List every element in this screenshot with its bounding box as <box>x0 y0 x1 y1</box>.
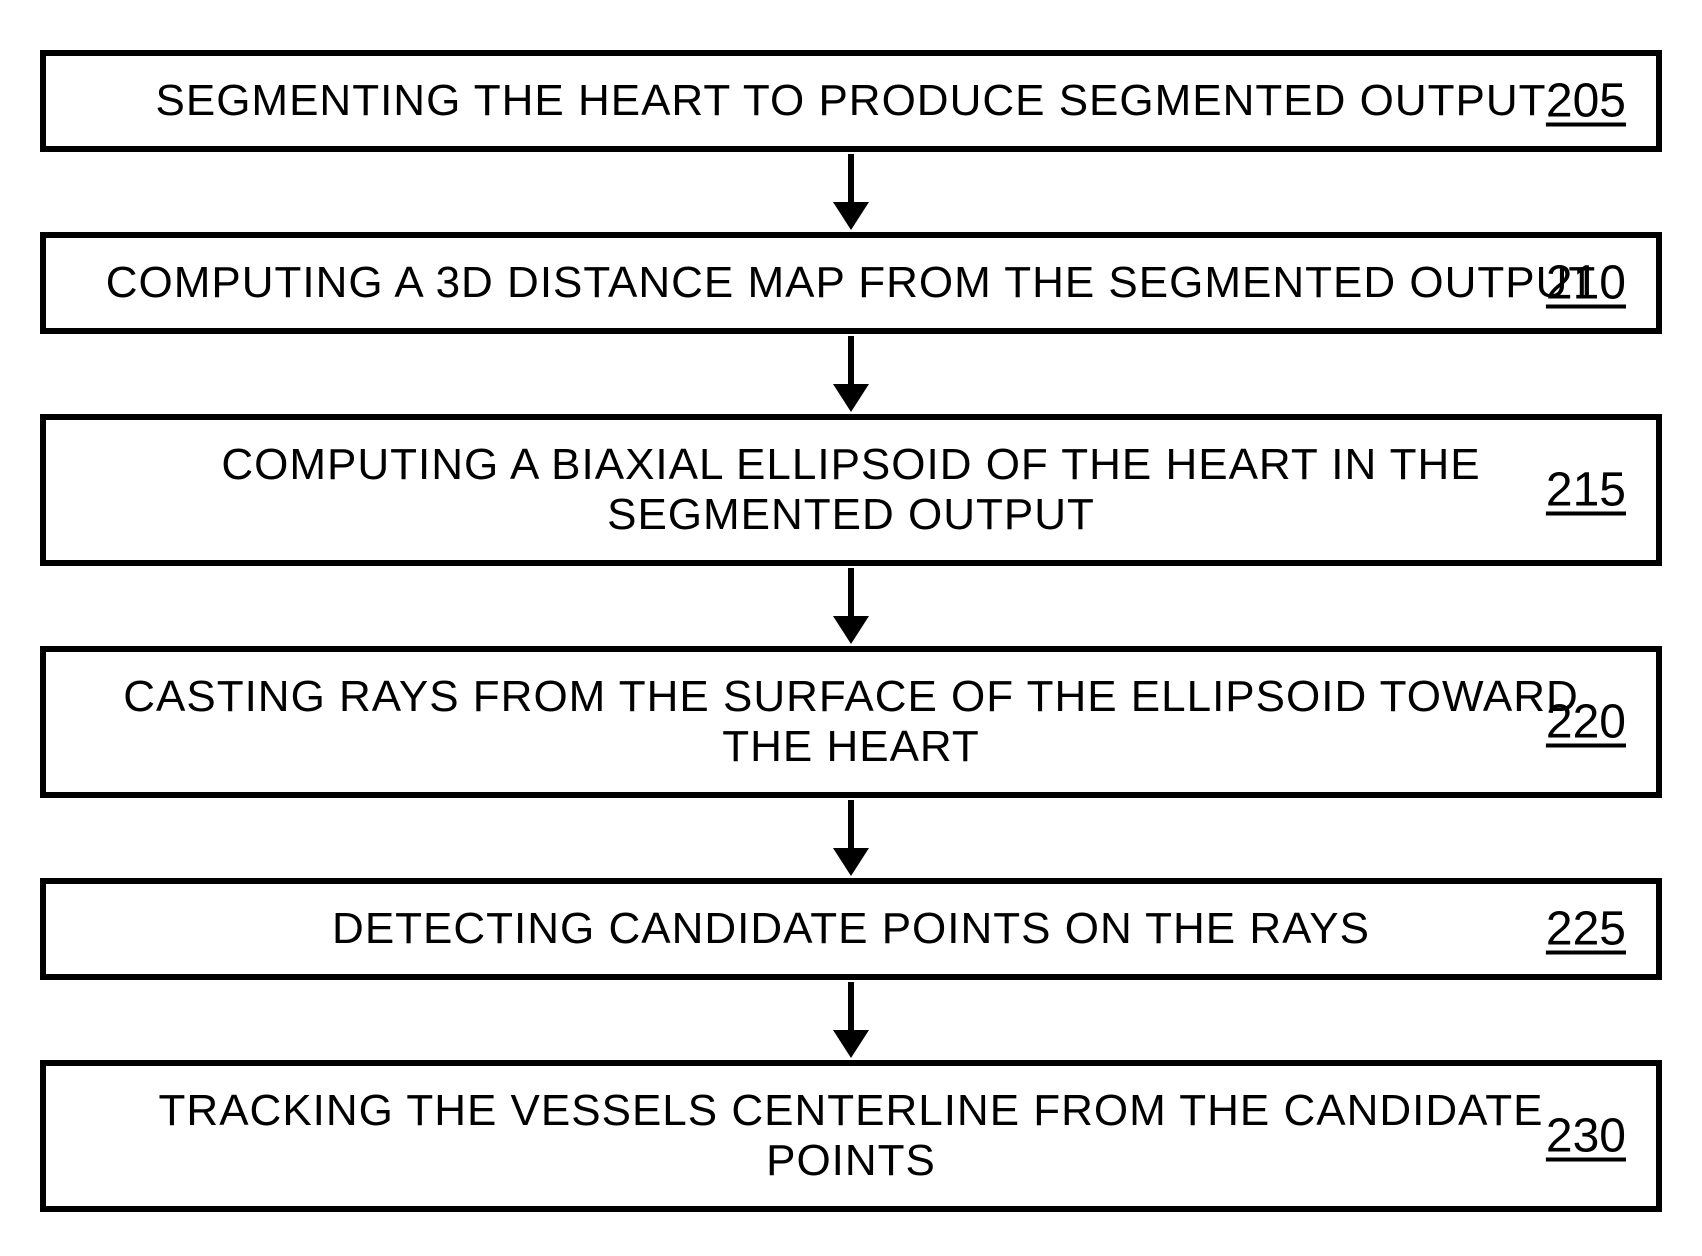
step-text: TRACKING THE VESSELS CENTERLINE FROM THE… <box>76 1086 1626 1186</box>
arrow-line <box>848 800 854 850</box>
arrow-icon <box>833 566 869 646</box>
step-text: CASTING RAYS FROM THE SURFACE OF THE ELL… <box>76 672 1626 772</box>
step-box-215: COMPUTING A BIAXIAL ELLIPSOID OF THE HEA… <box>40 414 1662 566</box>
step-number: 215 <box>1546 463 1626 518</box>
step-text: SEGMENTING THE HEART TO PRODUCE SEGMENTE… <box>156 76 1547 126</box>
arrow-line <box>848 336 854 386</box>
arrow-head <box>833 848 869 876</box>
arrow-line <box>848 154 854 204</box>
flowchart-container: SEGMENTING THE HEART TO PRODUCE SEGMENTE… <box>40 50 1662 1212</box>
arrow-head <box>833 384 869 412</box>
step-box-220: CASTING RAYS FROM THE SURFACE OF THE ELL… <box>40 646 1662 798</box>
step-text: COMPUTING A 3D DISTANCE MAP FROM THE SEG… <box>106 258 1596 308</box>
arrow-head <box>833 616 869 644</box>
step-number: 225 <box>1546 902 1626 957</box>
arrow-line <box>848 982 854 1032</box>
step-box-210: COMPUTING A 3D DISTANCE MAP FROM THE SEG… <box>40 232 1662 334</box>
arrow-icon <box>833 980 869 1060</box>
arrow-icon <box>833 798 869 878</box>
step-box-205: SEGMENTING THE HEART TO PRODUCE SEGMENTE… <box>40 50 1662 152</box>
arrow-line <box>848 568 854 618</box>
step-number: 220 <box>1546 695 1626 750</box>
step-number: 230 <box>1546 1109 1626 1164</box>
arrow-icon <box>833 334 869 414</box>
step-text: COMPUTING A BIAXIAL ELLIPSOID OF THE HEA… <box>76 440 1626 540</box>
arrow-icon <box>833 152 869 232</box>
step-text: DETECTING CANDIDATE POINTS ON THE RAYS <box>332 904 1370 954</box>
arrow-head <box>833 1030 869 1058</box>
step-box-230: TRACKING THE VESSELS CENTERLINE FROM THE… <box>40 1060 1662 1212</box>
step-number: 210 <box>1546 256 1626 311</box>
arrow-head <box>833 202 869 230</box>
step-box-225: DETECTING CANDIDATE POINTS ON THE RAYS 2… <box>40 878 1662 980</box>
step-number: 205 <box>1546 74 1626 129</box>
